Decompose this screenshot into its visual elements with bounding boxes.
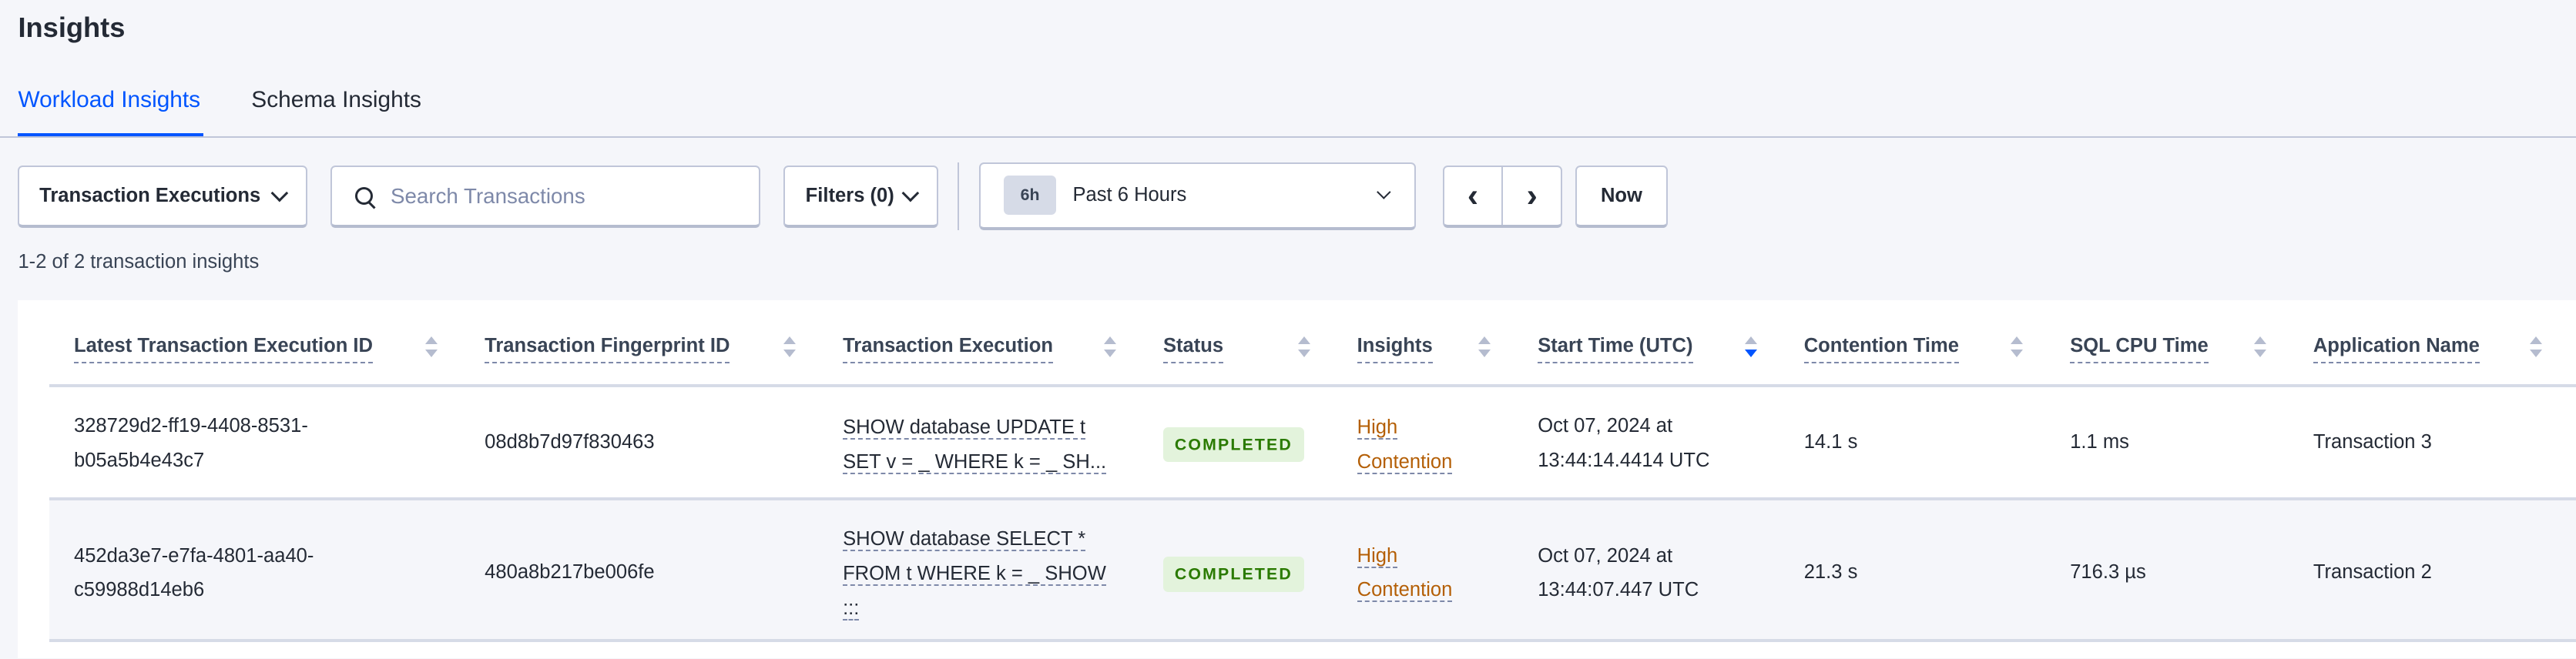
now-label: Now: [1600, 185, 1642, 207]
table-row-2-app: Transaction 2: [2313, 560, 2432, 583]
search-icon: [354, 187, 373, 206]
table-row-2-start-time: Oct 07, 2024 at 13:44:07.447 UTC: [1538, 539, 1699, 608]
chevron-down-icon: [1376, 185, 1390, 199]
table-row-1-status: COMPLETED: [1162, 427, 1304, 463]
insight-line: High: [1357, 544, 1398, 568]
table-row-2-contention: 21.3 s: [1803, 560, 1858, 583]
table-row-2-insight[interactable]: High Contention: [1357, 539, 1453, 608]
table-row-2-execution-id[interactable]: 452da3e7-e7fa-4801-aa40- c59988d14eb6: [74, 539, 314, 608]
insight-line: Contention: [1357, 450, 1453, 474]
table-row-1-contention: 14.1 s: [1803, 431, 1858, 453]
column-header-fingerprint-id[interactable]: Transaction Fingerprint ID: [485, 335, 730, 364]
now-button[interactable]: Now: [1575, 166, 1668, 229]
table-row-1-execution-id[interactable]: 328729d2-ff19-4408-8531- b05a5b4e43c7: [74, 409, 308, 478]
table-row-2-cpu: 716.3 µs: [2070, 560, 2146, 583]
insight-line: Contention: [1357, 579, 1453, 603]
table-row-2-status: COMPLETED: [1162, 557, 1304, 592]
start-line: Oct 07, 2024 at: [1538, 415, 1673, 437]
query-line: SHOW database SELECT *: [843, 528, 1086, 552]
table-row-1-start-time: Oct 07, 2024 at 13:44:14.4414 UTC: [1538, 409, 1709, 478]
row-divider: [49, 497, 2576, 501]
execution-id-line: b05a5b4e43c7: [73, 449, 205, 471]
table-row-2-query[interactable]: SHOW database SELECT * FROM t WHERE k = _…: [843, 522, 1106, 625]
view-select-label: Transaction Executions: [39, 185, 261, 207]
start-line: 13:44:07.447 UTC: [1538, 579, 1699, 601]
page-title: Insights: [18, 11, 126, 43]
column-header-application-name[interactable]: Application Name: [2313, 335, 2480, 364]
execution-id-line: 328729d2-ff19-4408-8531-: [73, 415, 308, 437]
table-row-2-background: [49, 500, 2576, 641]
query-line: FROM t WHERE k = _ SHOW: [843, 562, 1106, 586]
next-time-button[interactable]: ›: [1526, 177, 1538, 215]
query-line: SHOW database UPDATE t: [843, 416, 1086, 440]
table-row-1-app: Transaction 3: [2313, 431, 2432, 453]
toolbar-separator: [958, 162, 960, 230]
query-line: :::: [843, 597, 860, 621]
column-header-execution-id[interactable]: Latest Transaction Execution ID: [73, 335, 373, 364]
query-line: SET v = _ WHERE k = _ SH...: [843, 450, 1107, 474]
column-header-start-time[interactable]: Start Time (UTC): [1538, 335, 1693, 364]
time-range-select[interactable]: 6h Past 6 Hours: [979, 162, 1417, 230]
table-row-1-cpu: 1.1 ms: [2070, 431, 2129, 453]
tabs-divider: [0, 136, 2576, 139]
table-row-1-fingerprint[interactable]: 08d8b7d97f830463: [485, 431, 655, 453]
filters-button[interactable]: Filters (0): [783, 166, 938, 229]
status-badge: COMPLETED: [1162, 557, 1304, 592]
table-row-2-fingerprint[interactable]: 480a8b217be006fe: [485, 560, 655, 583]
table-row-1-insight[interactable]: High Contention: [1357, 410, 1453, 480]
tab-workload-insights[interactable]: Workload Insights: [18, 87, 201, 113]
previous-time-button[interactable]: ‹: [1444, 167, 1504, 226]
status-badge: COMPLETED: [1162, 427, 1304, 463]
search-placeholder: Search Transactions: [391, 183, 585, 208]
column-header-sql-cpu-time[interactable]: SQL CPU Time: [2070, 335, 2209, 364]
chevron-down-icon: [901, 184, 919, 202]
filters-label: Filters (0): [805, 185, 894, 207]
chevron-down-icon: [271, 184, 289, 202]
tab-schema-insights[interactable]: Schema Insights: [251, 87, 421, 113]
table-row-1-query[interactable]: SHOW database UPDATE t SET v = _ WHERE k …: [843, 410, 1107, 480]
insight-line: High: [1357, 416, 1398, 440]
view-select-dropdown[interactable]: Transaction Executions: [18, 166, 307, 229]
time-range-badge: 6h: [1003, 176, 1057, 216]
active-tab-indicator: [18, 132, 204, 136]
search-input[interactable]: Search Transactions: [330, 166, 761, 229]
time-nav-group: ‹ ›: [1442, 166, 1563, 229]
start-line: 13:44:14.4414 UTC: [1538, 449, 1710, 471]
column-header-insights[interactable]: Insights: [1357, 335, 1433, 364]
execution-id-line: 452da3e7-e7fa-4801-aa40-: [73, 544, 314, 567]
column-header-status[interactable]: Status: [1162, 335, 1224, 364]
column-header-transaction-execution[interactable]: Transaction Execution: [843, 335, 1053, 364]
execution-id-line: c59988d14eb6: [73, 579, 205, 601]
header-divider: [49, 384, 2576, 388]
time-range-label: Past 6 Hours: [1072, 184, 1187, 206]
start-line: Oct 07, 2024 at: [1538, 544, 1673, 567]
result-count: 1-2 of 2 transaction insights: [18, 251, 260, 273]
column-header-contention-time[interactable]: Contention Time: [1803, 335, 1960, 364]
row-divider: [49, 638, 2576, 642]
